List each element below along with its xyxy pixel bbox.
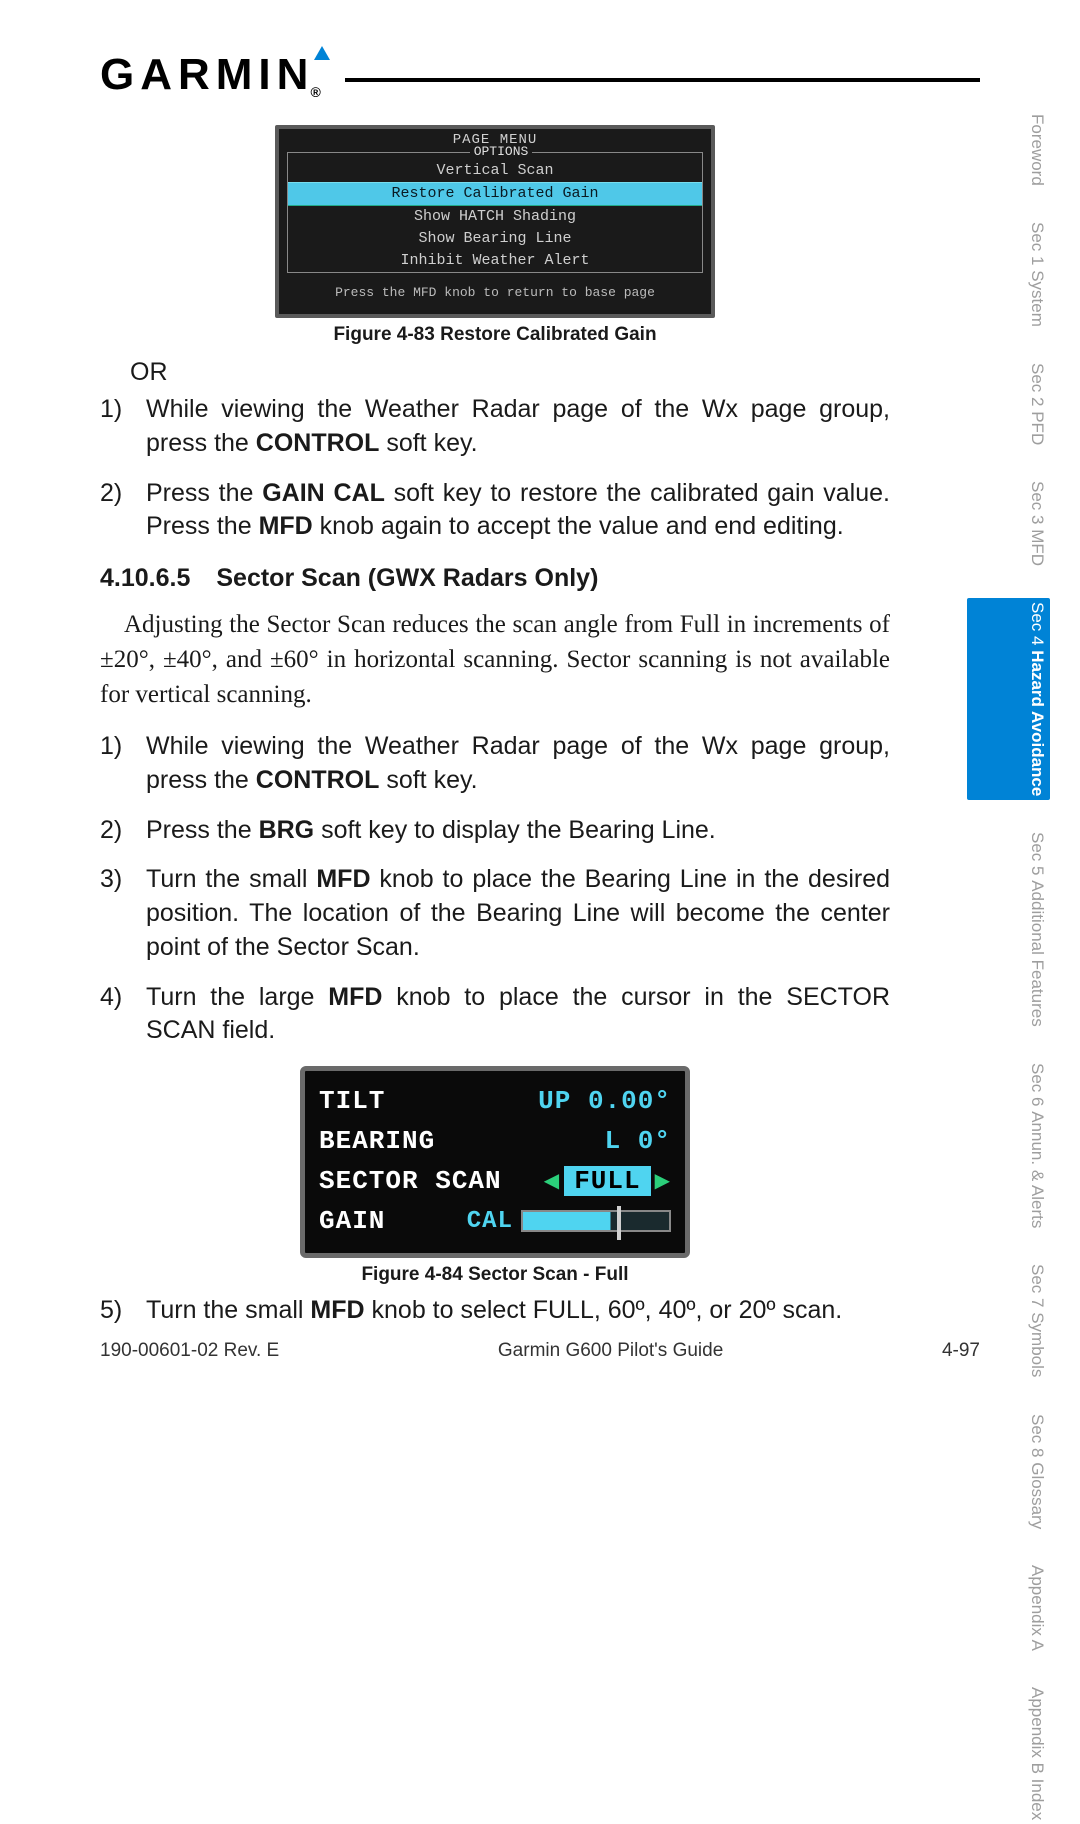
options-label: OPTIONS (470, 144, 533, 159)
figure-sector-scan: TILT UP 0.00° BEARING L 0° SECTOR SCAN ◀… (100, 1066, 890, 1286)
step-item: 5)Turn the small MFD knob to select FULL… (100, 1294, 890, 1328)
gain-value: CAL (467, 1208, 671, 1235)
section-tab[interactable]: Sec 1 System (967, 218, 1050, 331)
figure-caption: Figure 4-83 Restore Calibrated Gain (100, 324, 890, 346)
menu-item: Show Bearing Line (288, 228, 702, 250)
section-tab[interactable]: Sec 3 MFD (967, 477, 1050, 570)
tilt-label: TILT (319, 1086, 385, 1116)
section-heading: 4.10.6.5 Sector Scan (GWX Radars Only) (100, 564, 890, 593)
page-footer: 190-00601-02 Rev. E Garmin G600 Pilot's … (100, 1340, 980, 1362)
section-tab[interactable]: Foreword (967, 110, 1050, 190)
section-tab[interactable]: Sec 2 PFD (967, 359, 1050, 449)
section-tabs: Foreword Sec 1 System Sec 2 PFD Sec 3 MFD Se… (967, 110, 1050, 1824)
bearing-value: L 0° (605, 1126, 671, 1156)
figure-caption: Figure 4-84 Sector Scan - Full (100, 1264, 890, 1286)
gain-cal-text: CAL (467, 1208, 513, 1235)
menu-item: Restore Calibrated Gain (288, 182, 702, 206)
sector-scan-screenshot: TILT UP 0.00° BEARING L 0° SECTOR SCAN ◀… (300, 1066, 690, 1258)
section-tab[interactable]: Sec 4 Hazard Avoidance (967, 598, 1050, 800)
tilt-value: UP 0.00° (538, 1086, 671, 1116)
section-tab[interactable]: Sec 6 Annun. & Alerts (967, 1059, 1050, 1232)
menu-item: Vertical Scan (288, 160, 702, 182)
step-item: 3)Turn the small MFD knob to place the B… (100, 863, 890, 964)
menu-item: Show HATCH Shading (288, 206, 702, 228)
sector-scan-label: SECTOR SCAN (319, 1166, 502, 1196)
footer-center: Garmin G600 Pilot's Guide (498, 1340, 723, 1362)
steps-list-3: 5)Turn the small MFD knob to select FULL… (100, 1294, 890, 1328)
section-tab[interactable]: Sec 7 Symbols (967, 1260, 1050, 1381)
section-tab[interactable]: Appendix B Index (967, 1683, 1050, 1824)
header-rule (345, 78, 980, 82)
heading-number: 4.10.6.5 (100, 564, 190, 593)
step-item: 1)While viewing the Weather Radar page o… (100, 393, 890, 461)
section-tab[interactable]: Sec 5 Additional Features (967, 828, 1050, 1031)
step-item: 4)Turn the large MFD knob to place the c… (100, 981, 890, 1049)
arrow-right-icon: ▶ (655, 1168, 671, 1194)
step-item: 2)Press the BRG soft key to display the … (100, 814, 890, 848)
step-item: 2)Press the GAIN CAL soft key to restore… (100, 477, 890, 545)
gain-bar (521, 1210, 671, 1232)
page-header: GARMIN® (100, 50, 980, 100)
sector-full-box: FULL (564, 1166, 650, 1196)
bearing-label: BEARING (319, 1126, 435, 1156)
footer-right: 4-97 (942, 1340, 980, 1362)
section-tab[interactable]: Sec 8 Glossary (967, 1410, 1050, 1533)
section-paragraph: Adjusting the Sector Scan reduces the sc… (100, 607, 890, 712)
steps-list-2: 1)While viewing the Weather Radar page o… (100, 730, 890, 1048)
menu-item: Inhibit Weather Alert (288, 250, 702, 272)
garmin-logo: GARMIN® (100, 50, 327, 100)
figure-restore-gain: PAGE MENU OPTIONS Vertical ScanRestore C… (100, 125, 890, 346)
or-text: OR (130, 358, 890, 387)
gain-label: GAIN (319, 1206, 385, 1236)
section-tab[interactable]: Appendix A (967, 1561, 1050, 1655)
heading-title: Sector Scan (GWX Radars Only) (216, 564, 598, 592)
logo-triangle-icon (314, 46, 330, 60)
page-menu-screenshot: PAGE MENU OPTIONS Vertical ScanRestore C… (275, 125, 715, 318)
sector-scan-value: ◀ FULL ▶ (544, 1166, 671, 1196)
step-item: 1)While viewing the Weather Radar page o… (100, 730, 890, 798)
arrow-left-icon: ◀ (544, 1168, 560, 1194)
gain-tick-icon (617, 1206, 621, 1240)
menu-footer-text: Press the MFD knob to return to base pag… (279, 275, 711, 314)
footer-left: 190-00601-02 Rev. E (100, 1340, 279, 1362)
steps-list-1: 1)While viewing the Weather Radar page o… (100, 393, 890, 544)
brand-text: GARMIN (100, 50, 314, 99)
